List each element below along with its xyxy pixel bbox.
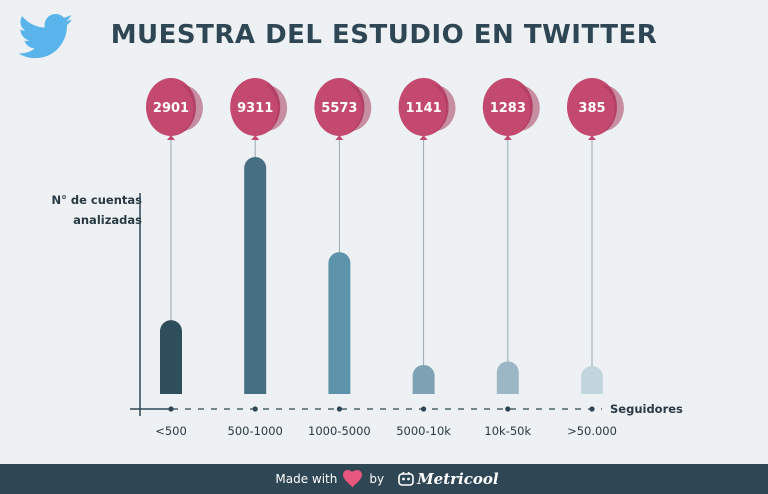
balloon-shade [517, 84, 540, 131]
balloon-value-label: 2901 [153, 101, 189, 116]
metricool-brand: Metricool [417, 470, 499, 488]
x-tick-label: 1000-5000 [308, 424, 371, 438]
balloon-shade [433, 84, 456, 131]
page-title: MUESTRA DEL ESTUDIO EN TWITTER [110, 20, 658, 50]
balloon-shade [349, 84, 372, 131]
balloon-knot [167, 135, 175, 140]
balloon [398, 78, 449, 136]
x-axis-tick-dot [168, 406, 174, 412]
x-tick-label: 500-1000 [228, 424, 283, 438]
heart-icon [343, 470, 363, 488]
bar [160, 320, 182, 394]
y-axis-label-line-2: analizadas [73, 213, 142, 227]
balloon [482, 78, 533, 136]
balloon-knot [419, 135, 428, 140]
x-tick-label: >50.000 [567, 424, 617, 438]
x-tick-label: <500 [155, 424, 187, 438]
x-axis-tick-dot [336, 406, 342, 412]
balloon-value-label: 5573 [321, 101, 357, 116]
balloon-value-label: 1141 [406, 101, 442, 116]
footer-bar: Made with by Metricool [0, 464, 768, 494]
x-tick-label: 10k-50k [484, 424, 531, 438]
twitter-bird-icon [18, 14, 73, 59]
metricool-logo-icon [398, 472, 414, 486]
x-axis-label: Seguidores [610, 402, 683, 416]
balloon-value-label: 1283 [490, 101, 526, 116]
y-axis-label: N° de cuentas analizadas [30, 190, 142, 230]
balloon [146, 78, 196, 136]
balloon-value-label: 9311 [237, 101, 273, 116]
balloon-knot [335, 135, 344, 140]
bar [328, 252, 351, 394]
made-with-text: Made with [275, 472, 338, 486]
balloon-shade [602, 84, 624, 131]
x-axis-tick-dot [252, 406, 258, 412]
bar [412, 364, 435, 394]
balloon-knot [503, 135, 512, 140]
balloon-knot [588, 135, 596, 140]
balloon-knot [251, 135, 260, 140]
balloon-shade [265, 84, 288, 131]
x-axis-tick-dot [421, 406, 427, 412]
x-axis-tick-dot [589, 406, 595, 412]
y-axis-label-line-1: N° de cuentas [51, 193, 142, 207]
x-tick-label: 5000-10k [396, 424, 451, 438]
bar [244, 156, 267, 394]
balloon [567, 78, 617, 136]
by-text: by [369, 472, 385, 486]
balloon [314, 78, 365, 136]
balloon-shade [181, 84, 203, 131]
balloon [230, 78, 281, 136]
bar [496, 361, 519, 394]
bar [581, 366, 603, 394]
balloon-value-label: 385 [578, 101, 605, 116]
x-axis-tick-dot [505, 406, 511, 412]
